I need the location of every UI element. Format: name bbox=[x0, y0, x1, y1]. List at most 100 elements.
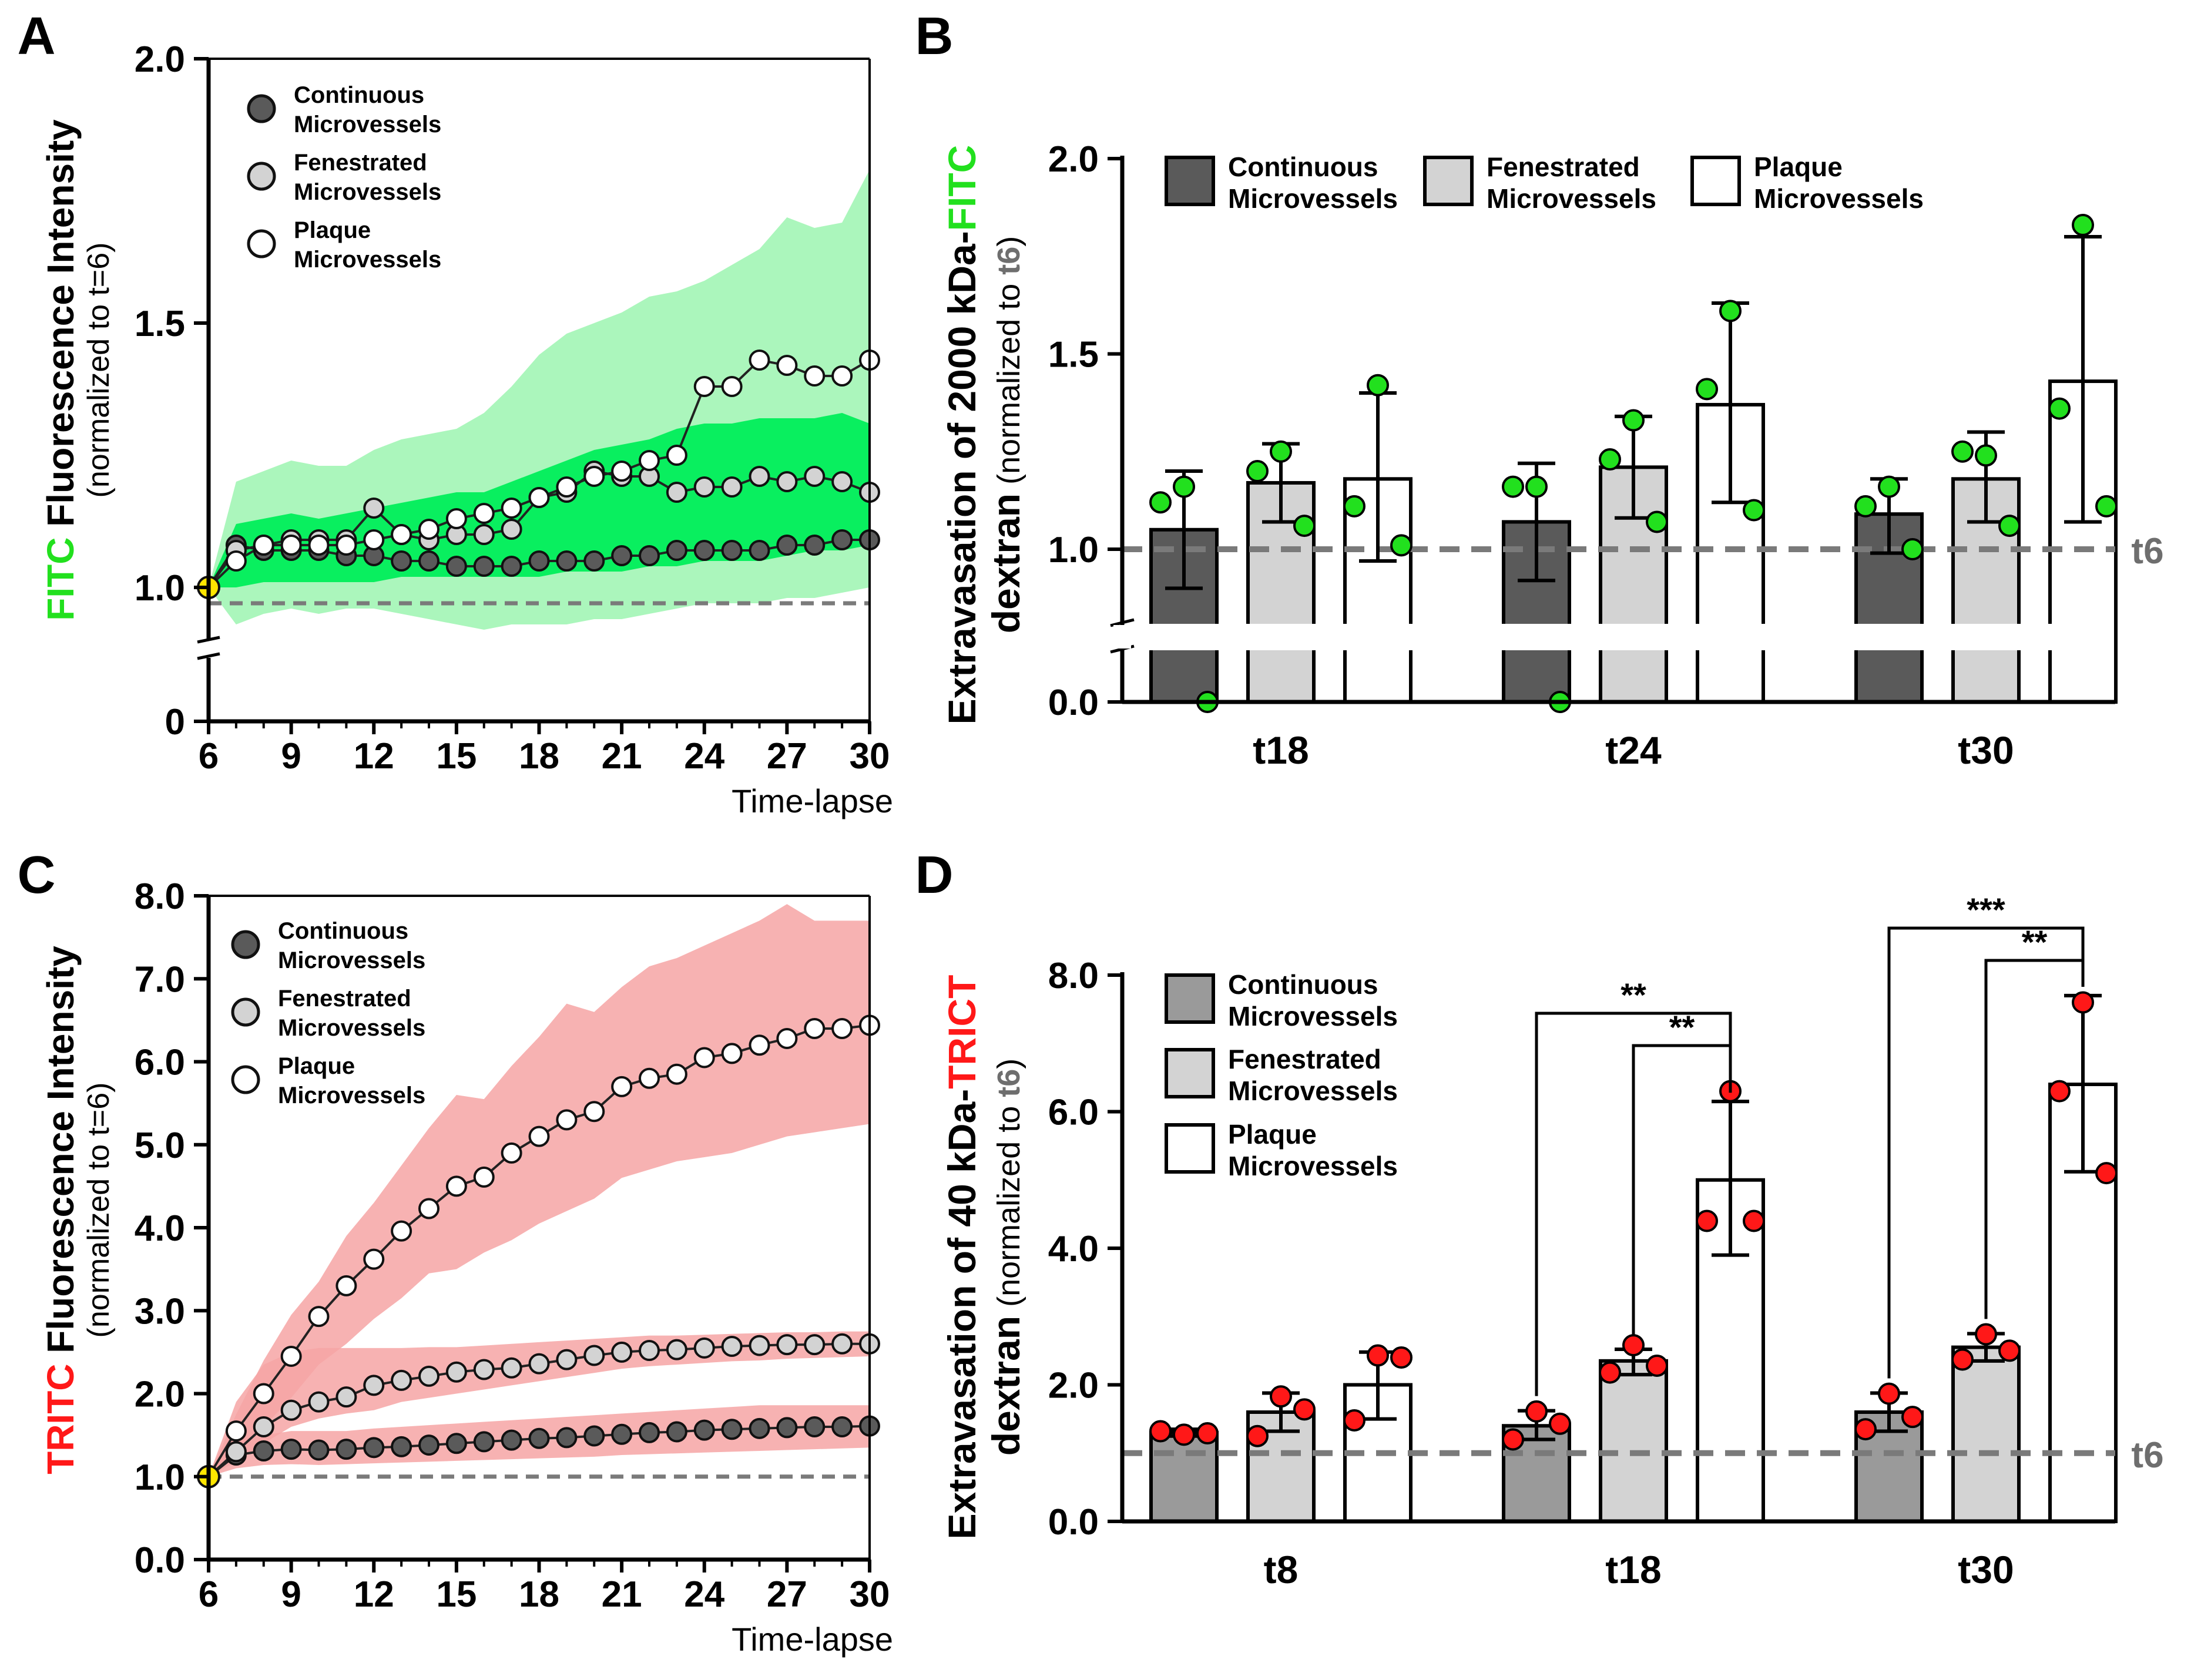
point-continuous bbox=[804, 1416, 826, 1437]
x-tick-label: 15 bbox=[436, 736, 477, 777]
y-tick-label: 2.0 bbox=[1048, 1366, 1099, 1406]
point-continuous bbox=[445, 1433, 467, 1454]
point-plaque bbox=[639, 450, 660, 471]
point-continuous bbox=[776, 535, 798, 556]
significance-bracket bbox=[1887, 926, 2085, 1379]
data-point-plaque bbox=[1367, 1344, 1389, 1367]
y-tick-label: 1.5 bbox=[1048, 335, 1099, 375]
point-plaque bbox=[391, 1220, 412, 1242]
data-point-plaque bbox=[2048, 1080, 2071, 1103]
legend-label: Fenestrated bbox=[1487, 152, 1640, 182]
legend-label: Microvessels bbox=[294, 247, 441, 273]
point-plaque bbox=[225, 550, 247, 572]
data-point-continuous bbox=[1878, 475, 1900, 498]
point-plaque bbox=[831, 1018, 853, 1039]
y-tick-label: 7.0 bbox=[135, 959, 185, 1000]
legend-marker-continuous bbox=[247, 94, 276, 123]
legend-label: Microvessels bbox=[278, 947, 425, 973]
panel-d: Dt6 t8 t18 t30 Extravasation of 40 kDa-TRICT… bbox=[915, 846, 2164, 1591]
point-fenestrated bbox=[583, 1345, 605, 1366]
bar-fenestrated-t30 bbox=[1951, 1345, 2021, 1523]
point-plaque bbox=[280, 1345, 302, 1367]
point-continuous bbox=[831, 1416, 853, 1437]
data-point-plaque bbox=[1696, 1209, 1718, 1232]
legend-label: Fenestrated bbox=[1228, 1044, 1381, 1074]
point-continuous bbox=[611, 1423, 633, 1445]
x-tick-label: 30 bbox=[850, 1574, 890, 1615]
point-fenestrated bbox=[804, 1334, 826, 1356]
data-point-plaque bbox=[1743, 1209, 1765, 1232]
legend-label: Microvessels bbox=[278, 1015, 425, 1041]
data-point-fenestrated bbox=[1975, 444, 1997, 467]
data-point-plaque bbox=[2048, 397, 2071, 420]
axis-break-mark bbox=[197, 636, 220, 644]
legend-label: Microvessels bbox=[1228, 1001, 1398, 1031]
data-point-continuous bbox=[1901, 1406, 1924, 1429]
point-continuous bbox=[445, 556, 467, 577]
point-fenestrated bbox=[693, 476, 715, 498]
data-point-fenestrated bbox=[1270, 1385, 1292, 1408]
data-point-fenestrated bbox=[1622, 409, 1645, 432]
x-tick-label: 27 bbox=[767, 1574, 807, 1615]
point-continuous bbox=[363, 1437, 385, 1459]
y-tick-label: 8.0 bbox=[1048, 956, 1099, 996]
point-plaque bbox=[666, 1063, 687, 1085]
legend-label: Plaque bbox=[1228, 1119, 1317, 1150]
point-fenestrated bbox=[666, 1339, 687, 1360]
legend-label: Microvessels bbox=[294, 112, 441, 137]
point-plaque bbox=[693, 1047, 715, 1069]
y-axis-title: Extravasation of 40 kDa-TRICT bbox=[940, 975, 984, 1540]
y-tick-label: 0.0 bbox=[1048, 1502, 1099, 1543]
point-continuous bbox=[693, 540, 715, 561]
y-tick-label: 1.5 bbox=[135, 304, 185, 344]
band-fenestrated bbox=[209, 1331, 870, 1477]
point-fenestrated bbox=[749, 1335, 770, 1356]
legend-swatch-continuous bbox=[1165, 973, 1215, 1024]
point-plaque bbox=[363, 1248, 385, 1270]
data-point-fenestrated bbox=[1293, 1398, 1316, 1421]
point-fenestrated bbox=[639, 1340, 660, 1362]
x-category-label: t18 bbox=[1605, 1548, 1661, 1591]
point-continuous bbox=[721, 540, 743, 561]
point-continuous bbox=[749, 540, 770, 561]
point-continuous bbox=[418, 1434, 439, 1456]
data-point-plaque bbox=[2072, 214, 2094, 237]
point-continuous bbox=[473, 556, 495, 577]
legend-label: Fenestrated bbox=[278, 986, 411, 1012]
x-tick-label: 9 bbox=[281, 736, 301, 777]
data-point-fenestrated bbox=[1599, 1361, 1621, 1384]
baseline-label: t6 bbox=[2131, 531, 2163, 572]
legend-label: Plaque bbox=[278, 1053, 355, 1079]
x-tick-label: 15 bbox=[436, 1574, 477, 1615]
y-tick-label: 4.0 bbox=[135, 1208, 185, 1249]
data-point-plaque bbox=[1343, 1409, 1365, 1432]
point-continuous bbox=[253, 1440, 274, 1461]
point-fenestrated bbox=[556, 1349, 578, 1370]
point-continuous bbox=[556, 550, 578, 572]
point-plaque bbox=[556, 476, 578, 498]
y-tick-label: 0 bbox=[165, 702, 185, 742]
data-point-fenestrated bbox=[1646, 510, 1668, 533]
y-axis-subtitle: dextran (normalized to t6) bbox=[984, 1059, 1028, 1456]
data-point-continuous bbox=[1549, 1412, 1571, 1435]
legend-label: Plaque bbox=[294, 217, 371, 243]
x-tick-label: 30 bbox=[850, 736, 890, 777]
legend-marker-continuous bbox=[231, 930, 260, 959]
legend-label: Microvessels bbox=[1487, 183, 1656, 214]
point-fenestrated bbox=[363, 1375, 385, 1396]
legend-label: Fenestrated bbox=[294, 150, 427, 176]
panel-c: C 6 9 12 15 18 21 24 27 30 Time-lapse TRITC Fluores… bbox=[18, 846, 894, 1658]
x-category-label: t8 bbox=[1264, 1548, 1299, 1591]
point-continuous bbox=[583, 550, 605, 572]
point-plaque bbox=[583, 1101, 605, 1123]
data-point-plaque bbox=[1719, 300, 1742, 322]
point-continuous bbox=[280, 1439, 302, 1460]
y-tick-label: 8.0 bbox=[135, 876, 185, 917]
point-plaque bbox=[721, 376, 743, 397]
point-fenestrated bbox=[721, 476, 743, 498]
point-continuous bbox=[391, 550, 412, 572]
point-fenestrated bbox=[501, 1357, 522, 1379]
point-plaque bbox=[308, 535, 330, 556]
point-plaque bbox=[749, 1034, 770, 1056]
data-point-continuous bbox=[1502, 1428, 1524, 1451]
